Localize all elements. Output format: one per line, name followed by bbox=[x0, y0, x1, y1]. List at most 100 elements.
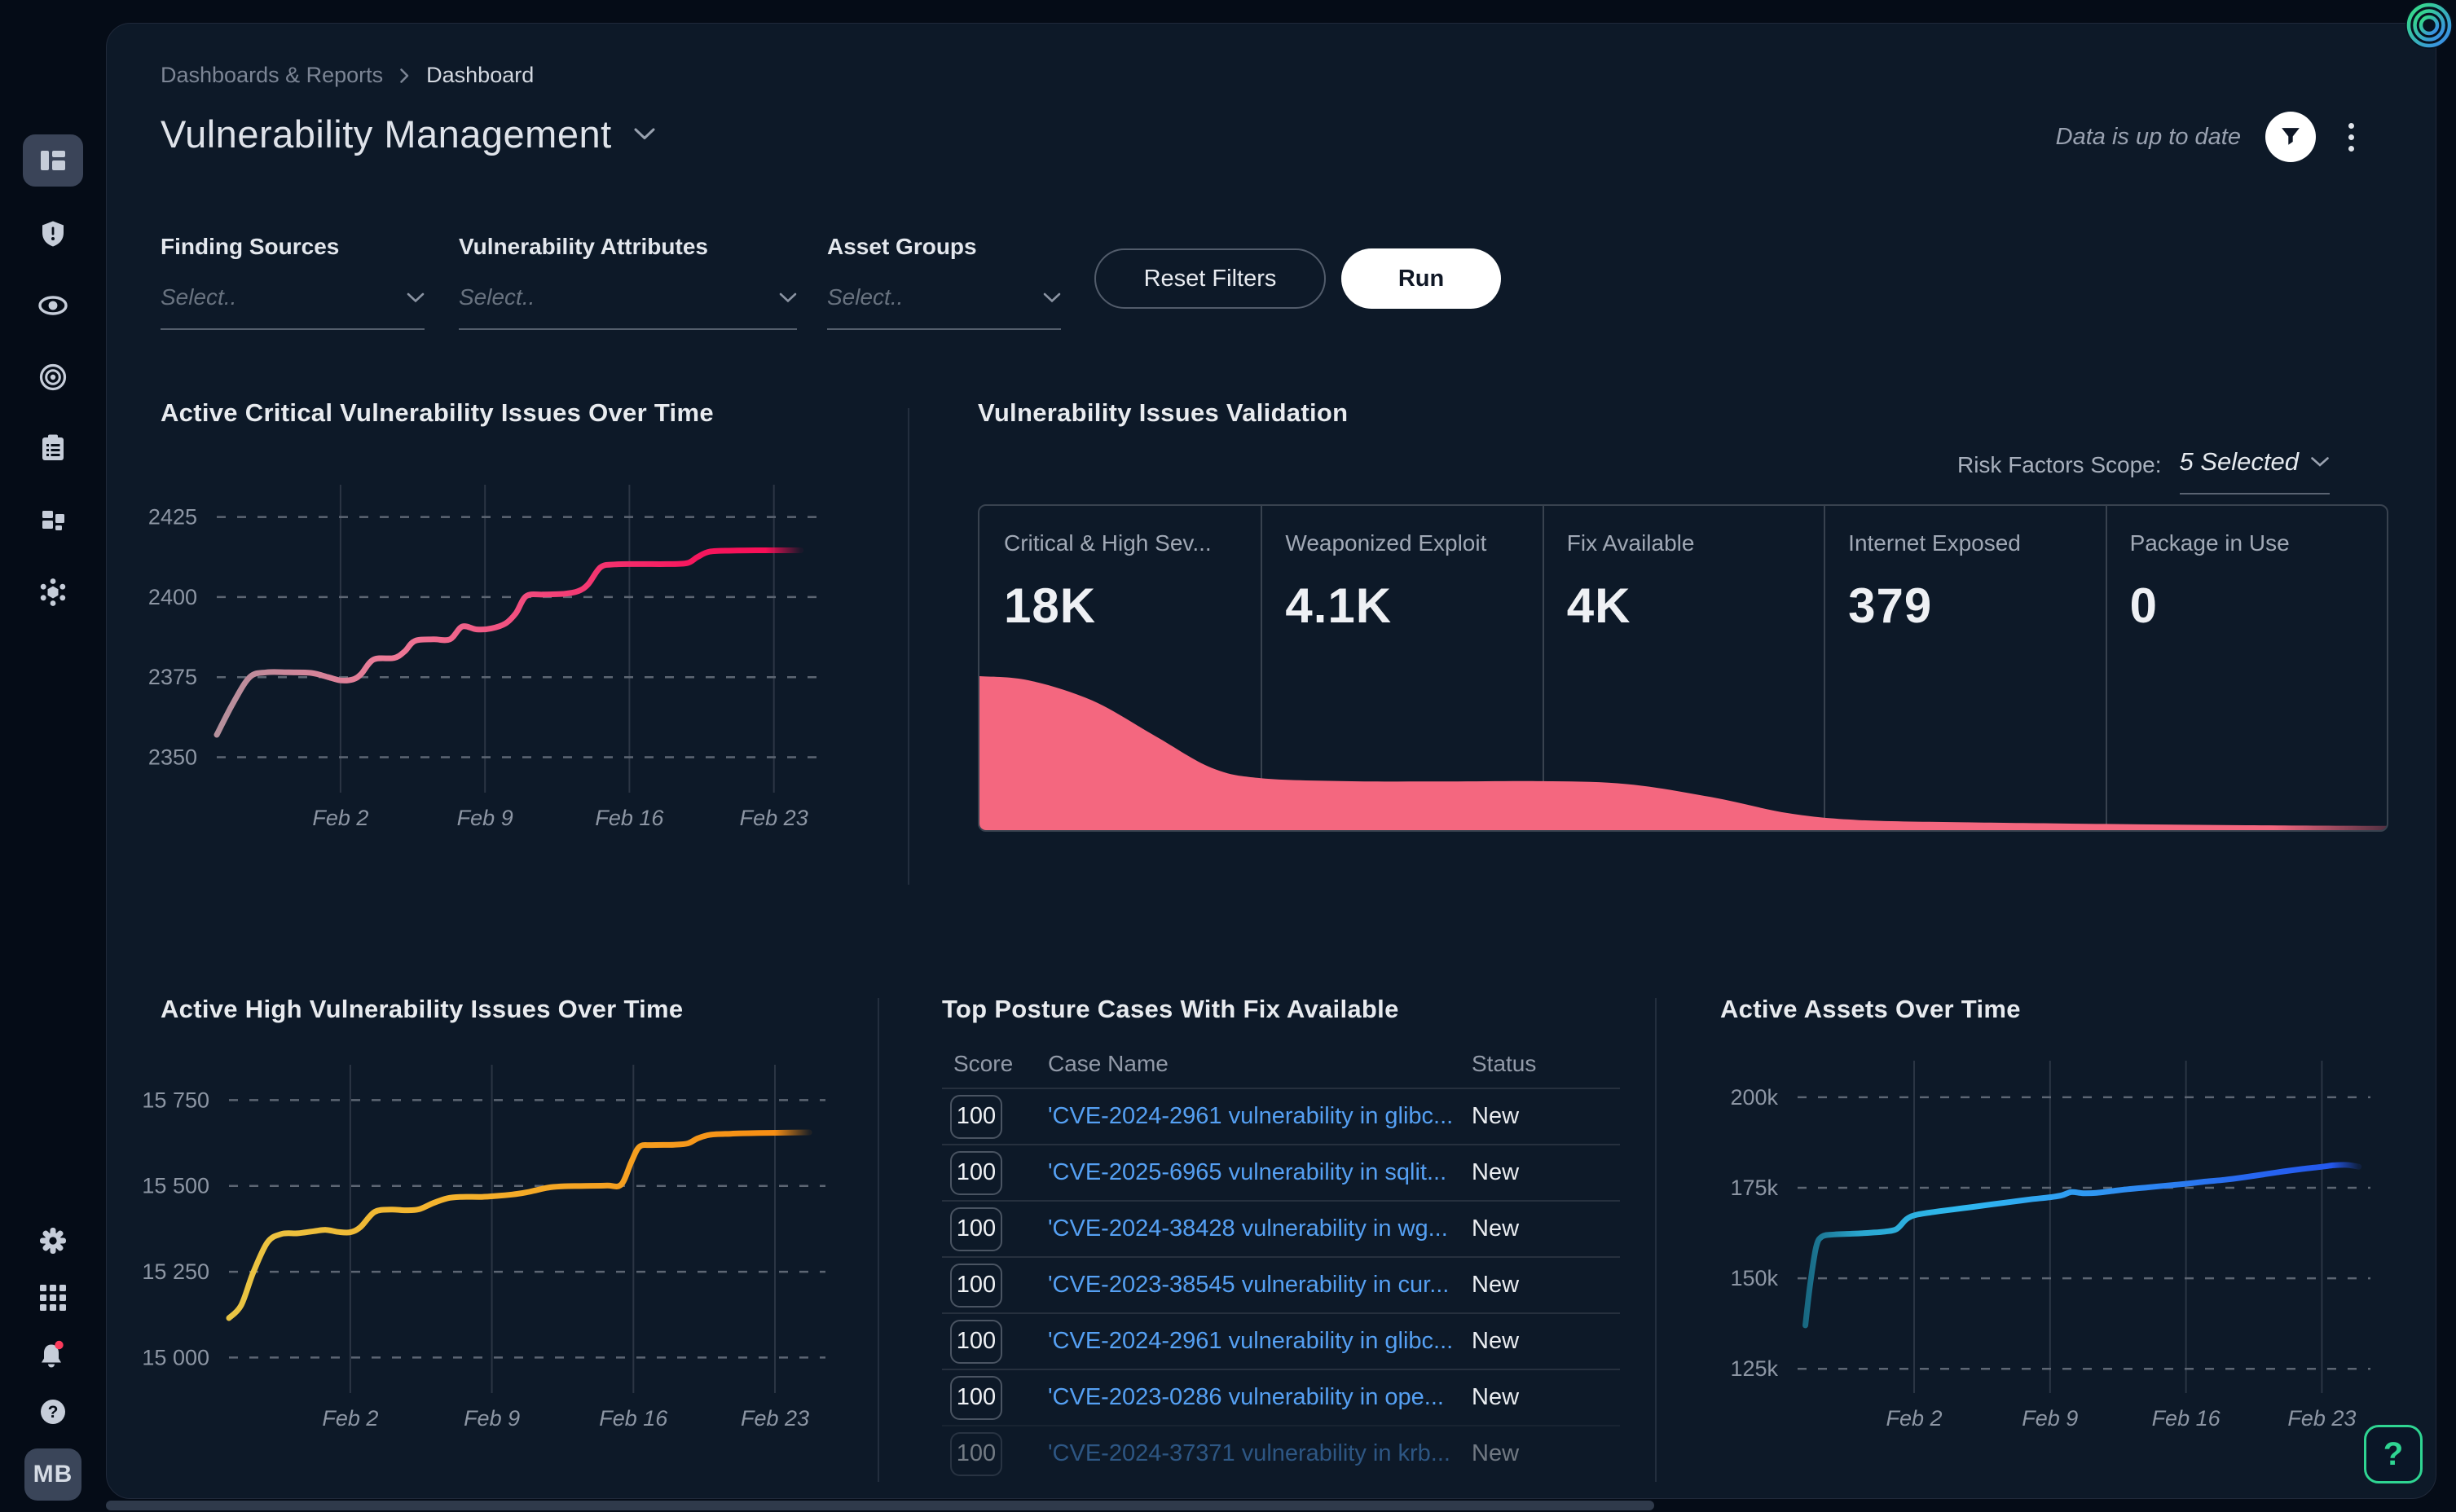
breadcrumb: Dashboards & Reports Dashboard bbox=[161, 63, 534, 88]
svg-text:Feb 9: Feb 9 bbox=[464, 1406, 520, 1431]
status-cell: New bbox=[1472, 1215, 1520, 1242]
svg-text:125k: 125k bbox=[1730, 1356, 1778, 1381]
table-row: 100 'CVE-2024-2961 vulnerability in glibc… bbox=[942, 1088, 1620, 1144]
horizontal-scrollbar-thumb[interactable] bbox=[106, 1501, 1654, 1510]
svg-text:15 000: 15 000 bbox=[142, 1345, 209, 1369]
sidebar-item-help[interactable]: ? bbox=[39, 1398, 67, 1426]
critical-issues-chart: 2350 2375 2400 2425 Feb 2 Feb 9 Feb 16 Feb 23 bbox=[148, 485, 825, 830]
blocks-icon bbox=[42, 511, 64, 530]
filter-button[interactable] bbox=[2265, 112, 2316, 162]
case-name-column-header: Case Name bbox=[1048, 1051, 1169, 1076]
reset-filters-button[interactable]: Reset Filters bbox=[1094, 248, 1326, 309]
assets-chart-title: Active Assets Over Time bbox=[1720, 995, 2021, 1023]
run-button[interactable]: Run bbox=[1341, 248, 1501, 309]
breadcrumb-dashboards-reports[interactable]: Dashboards & Reports bbox=[161, 63, 384, 87]
help-button[interactable]: ? bbox=[2364, 1425, 2423, 1483]
table-row: 100 'CVE-2024-37371 vulnerability in krb.… bbox=[942, 1425, 1620, 1481]
chevron-down-icon bbox=[1043, 292, 1061, 302]
stage-value: 18K bbox=[1004, 578, 1097, 633]
status-cell: New bbox=[1472, 1272, 1520, 1298]
svg-text:15 750: 15 750 bbox=[142, 1088, 209, 1112]
sidebar-item-inventory[interactable] bbox=[38, 505, 68, 534]
svg-text:Feb 16: Feb 16 bbox=[2152, 1406, 2221, 1431]
svg-text:2350: 2350 bbox=[148, 745, 197, 770]
svg-text:200k: 200k bbox=[1730, 1085, 1778, 1110]
sidebar-item-notifications[interactable] bbox=[37, 1339, 69, 1370]
vulnerability-attributes-select[interactable]: Select.. bbox=[459, 284, 797, 330]
sidebar-item-target[interactable] bbox=[37, 362, 68, 393]
stage-value: 4K bbox=[1566, 578, 1631, 633]
status-column-header: Status bbox=[1472, 1051, 1537, 1076]
dashboard-title-dropdown[interactable]: Vulnerability Management bbox=[161, 112, 656, 156]
svg-text:15 500: 15 500 bbox=[142, 1174, 209, 1198]
table-row: 100 'CVE-2024-2961 vulnerability in glibc… bbox=[942, 1312, 1620, 1369]
high-issues-chart: 15 000 15 250 15 500 15 750 Feb 2 Feb 9 Feb 16… bbox=[142, 1065, 825, 1431]
sidebar-item-reports[interactable] bbox=[38, 433, 68, 464]
sidebar-item-dashboards[interactable] bbox=[23, 134, 83, 187]
sidebar-item-settings[interactable] bbox=[37, 1225, 68, 1256]
score-badge: 100 bbox=[950, 1375, 1002, 1420]
section-divider bbox=[878, 998, 879, 1482]
orca-logo-icon[interactable] bbox=[29, 61, 77, 108]
stage-label: Critical & High Sev... bbox=[1004, 530, 1212, 556]
case-name-link[interactable]: 'CVE-2023-0286 vulnerability in ope... bbox=[1048, 1384, 1444, 1410]
risk-scope-select[interactable]: 5 Selected bbox=[2179, 447, 2330, 494]
finding-sources-select[interactable]: Select.. bbox=[161, 284, 425, 330]
breadcrumb-dashboard: Dashboard bbox=[426, 63, 535, 87]
status-cell: New bbox=[1472, 1440, 1520, 1466]
funnel-icon bbox=[2282, 128, 2300, 145]
case-name-link[interactable]: 'CVE-2025-6965 vulnerability in sqlit... bbox=[1048, 1159, 1447, 1185]
svg-text:Feb 23: Feb 23 bbox=[2287, 1406, 2356, 1431]
sidebar-item-visibility[interactable] bbox=[37, 294, 69, 317]
case-name-link[interactable]: 'CVE-2024-2961 vulnerability in glibc... bbox=[1048, 1328, 1454, 1354]
funnel-stage: Internet Exposed 379 bbox=[1824, 506, 2105, 830]
case-name-link[interactable]: 'CVE-2024-2961 vulnerability in glibc... bbox=[1048, 1103, 1454, 1129]
main-panel: Dashboards & Reports Dashboard Vulnerabi… bbox=[106, 23, 2436, 1499]
user-avatar[interactable]: MB bbox=[24, 1448, 81, 1501]
stage-label: Package in Use bbox=[2129, 530, 2290, 556]
svg-text:Feb 2: Feb 2 bbox=[312, 806, 368, 830]
sidebar-item-spread[interactable] bbox=[37, 576, 69, 609]
svg-text:Feb 23: Feb 23 bbox=[741, 1406, 809, 1431]
eye-icon bbox=[38, 296, 68, 315]
filter-label: Finding Sources bbox=[161, 234, 340, 259]
table-row: 100 'CVE-2023-38545 vulnerability in cur.… bbox=[942, 1256, 1620, 1312]
svg-text:Feb 9: Feb 9 bbox=[2022, 1406, 2078, 1431]
stage-label: Internet Exposed bbox=[1848, 530, 2021, 556]
shield-alert-icon bbox=[42, 221, 64, 247]
svg-text:Feb 16: Feb 16 bbox=[595, 806, 664, 830]
more-options-button[interactable] bbox=[2340, 118, 2362, 156]
section-divider bbox=[1655, 998, 1657, 1482]
posture-table-body: 100 'CVE-2024-2961 vulnerability in glibc… bbox=[942, 1088, 1620, 1481]
table-row: 100 'CVE-2023-0286 vulnerability in ope..… bbox=[942, 1369, 1620, 1425]
risk-factors-scope: Risk Factors Scope: 5 Selected bbox=[1957, 447, 2330, 494]
sidebar-item-alerts[interactable] bbox=[38, 219, 68, 249]
bell-icon bbox=[42, 1340, 64, 1368]
chevron-right-icon bbox=[400, 68, 409, 83]
status-cell: New bbox=[1472, 1384, 1520, 1410]
data-status-text: Data is up to date bbox=[2055, 123, 2241, 150]
svg-text:15 250: 15 250 bbox=[142, 1259, 209, 1284]
stage-label: Weaponized Exploit bbox=[1285, 530, 1487, 556]
case-name-link[interactable]: 'CVE-2024-37371 vulnerability in krb... bbox=[1048, 1440, 1450, 1466]
chevron-down-icon bbox=[779, 292, 797, 302]
case-name-link[interactable]: 'CVE-2024-38428 vulnerability in wg... bbox=[1048, 1215, 1448, 1242]
stage-value: 379 bbox=[1848, 578, 1933, 633]
funnel-stage: Fix Available 4K bbox=[1543, 506, 1824, 830]
sidebar-item-apps[interactable] bbox=[39, 1284, 67, 1312]
page-title: Vulnerability Management bbox=[161, 112, 612, 156]
svg-text:175k: 175k bbox=[1730, 1176, 1778, 1200]
svg-text:Feb 2: Feb 2 bbox=[1886, 1406, 1942, 1431]
chevron-down-icon bbox=[407, 292, 425, 302]
case-name-link[interactable]: 'CVE-2023-38545 vulnerability in cur... bbox=[1048, 1272, 1450, 1298]
gear-icon bbox=[40, 1228, 66, 1254]
score-badge: 100 bbox=[950, 1431, 1002, 1476]
svg-text:?: ? bbox=[48, 1403, 59, 1422]
score-badge: 100 bbox=[950, 1207, 1002, 1251]
record-indicator-icon[interactable] bbox=[2404, 0, 2454, 55]
asset-groups-select[interactable]: Select.. bbox=[827, 284, 1061, 330]
filter-label: Asset Groups bbox=[827, 234, 977, 259]
svg-text:Feb 2: Feb 2 bbox=[322, 1406, 378, 1431]
chevron-down-icon bbox=[634, 128, 655, 139]
